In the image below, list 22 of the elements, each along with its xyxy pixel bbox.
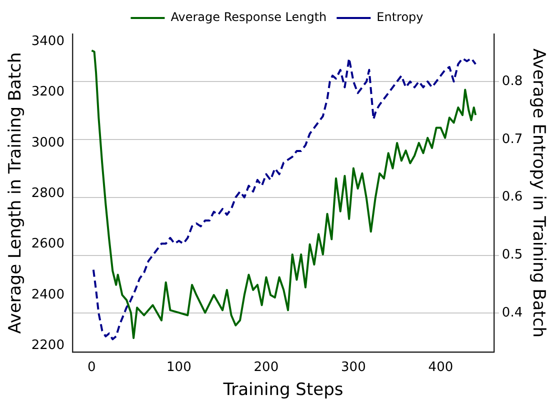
x-tick-label: 200 xyxy=(254,360,279,376)
y-tick-label: 3000 xyxy=(31,135,64,150)
legend-label: Average Response Length xyxy=(170,10,327,24)
x-tick-label: 300 xyxy=(341,360,366,376)
y-tick-label: 2800 xyxy=(31,186,64,202)
x-axis-title: Training Steps xyxy=(222,380,344,400)
y2-tick-label: 0.8 xyxy=(502,74,523,89)
y2-tick-label: 0.5 xyxy=(502,248,523,263)
y2-axis-title: Average Entropy in Training Batch xyxy=(528,48,548,338)
y-tick-label: 3400 xyxy=(31,34,64,49)
x-tick-label: 0 xyxy=(88,360,96,376)
y-tick-label: 2400 xyxy=(31,287,64,302)
y-tick-label: 2200 xyxy=(31,338,64,354)
x-tick-label: 100 xyxy=(166,360,192,376)
y-axis-title: Average Length in Training Batch xyxy=(6,52,26,334)
legend-label: Entropy xyxy=(376,10,424,24)
y2-tick-label: 0.4 xyxy=(502,306,523,321)
y-tick-label: 3200 xyxy=(31,84,64,100)
y2-tick-label: 0.7 xyxy=(502,132,523,147)
y-tick-label: 2600 xyxy=(31,236,64,252)
y2-tick-label: 0.6 xyxy=(502,190,523,205)
x-tick-label: 400 xyxy=(428,360,454,376)
